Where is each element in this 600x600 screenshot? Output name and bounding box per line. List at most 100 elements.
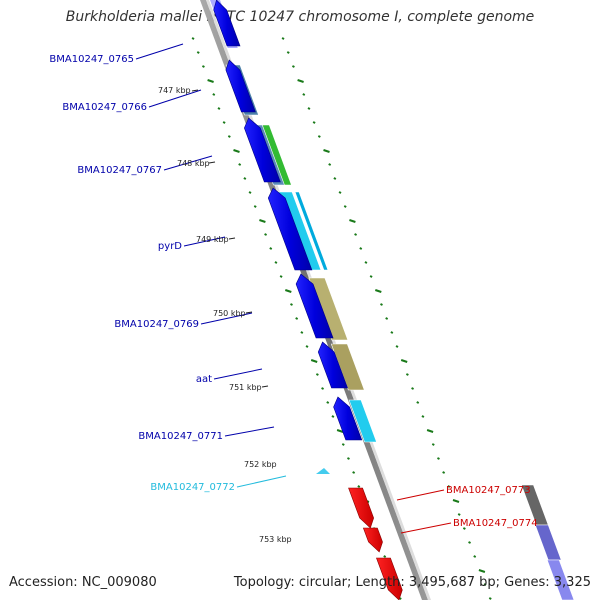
inner-tick-mark [284, 289, 292, 293]
inner-tick-mark [321, 387, 325, 390]
gene-label: BMA10247_0765 [49, 54, 134, 65]
outer-tick-mark [437, 457, 440, 460]
cog-block [546, 559, 575, 600]
outer-tick-mark [349, 219, 356, 223]
gene-label-leader [224, 426, 275, 437]
outer-tick-mark [291, 65, 295, 68]
map-title: Burkholderia mallei NCTC 10247 chromosom… [65, 9, 535, 25]
gene-label-layer: BMA10247_0765 BMA10247_0766 BMA10247_0767p… [49, 54, 537, 529]
outer-tick-mark [281, 37, 285, 40]
kbp-label: 751 kbp [229, 383, 262, 392]
forward-cds-arrow [333, 396, 363, 441]
outer-tick-mark [307, 107, 311, 110]
kbp-tick [261, 385, 269, 388]
outer-tick-mark [333, 177, 337, 180]
outer-tick-mark [323, 149, 330, 153]
inner-tick-mark [212, 93, 216, 96]
kbp-label: 750 kbp [213, 309, 246, 318]
outer-tick-mark [426, 429, 434, 433]
reverse-cds-arrow [376, 557, 403, 600]
kbp-label-layer: 747 kbp 748 kbp 749 kbp 750 kbp 751 kbp 752 k… [158, 86, 292, 544]
gene-label-leader [148, 89, 202, 108]
gene-label-leader [183, 236, 226, 247]
inner-tick-mark [305, 345, 309, 348]
forward-cds-arrow [225, 59, 256, 113]
outer-tick-mark [473, 555, 477, 558]
outer-tick-mark [390, 331, 394, 334]
outer-tick-mark [317, 135, 321, 138]
inner-tick-mark [264, 233, 268, 236]
inner-tick-mark [269, 247, 273, 250]
outer-tick-mark [483, 583, 487, 586]
inner-tick-mark [341, 443, 345, 446]
inner-tick-mark [295, 317, 299, 320]
forward-cds-arrow [244, 117, 281, 183]
inner-tick-mark [326, 401, 330, 404]
inner-tick-mark [243, 177, 247, 180]
kbp-label: 747 kbp [158, 86, 191, 95]
outer-tick-mark [286, 51, 290, 54]
inner-tick-mark [315, 373, 319, 376]
kbp-tick [245, 311, 253, 314]
inner-tick-mark [290, 303, 293, 306]
outer-tick-mark [447, 485, 451, 488]
inner-tick-mark [274, 261, 278, 264]
outer-tick-mark [374, 289, 382, 293]
inner-tick-mark [217, 107, 221, 110]
outer-tick-mark [359, 247, 363, 250]
kbp-tick [191, 89, 199, 92]
gene-label: BMA10247_0774 [453, 518, 538, 529]
inner-tick-mark [300, 331, 304, 334]
inner-tick-mark [357, 485, 361, 488]
gene-label-leader [163, 155, 213, 171]
outer-tick-mark [411, 387, 415, 390]
inner-tick-mark [259, 219, 266, 223]
inner-tick-mark [222, 121, 226, 124]
reverse-cds-arrow [348, 487, 374, 529]
outer-tick-mark [369, 275, 373, 278]
inner-tick-mark [347, 457, 350, 460]
inner-tick-mark [227, 135, 231, 138]
outer-tick-mark [400, 359, 408, 363]
outer-tick-mark [462, 527, 466, 530]
inner-tick-mark [336, 429, 344, 433]
outer-tick-mark [328, 163, 332, 166]
inner-tick-mark [191, 37, 195, 40]
outer-tick-mark [364, 261, 368, 264]
kbp-tick [228, 237, 236, 240]
kbp-label: 748 kbp [177, 159, 210, 168]
kbp-label: 752 kbp [244, 460, 277, 469]
gene-label: BMA10247_0769 [114, 319, 199, 330]
outer-tick-mark [416, 401, 420, 404]
gene-label-leader [236, 475, 287, 488]
outer-tick-mark [302, 93, 306, 96]
genome-summary-text: Topology: circular; Length: 3,495,687 bp… [233, 575, 591, 590]
inner-tick-mark [196, 51, 200, 54]
gene-label-leader [213, 368, 263, 380]
gene-label: pyrD [158, 241, 182, 252]
outer-tick-mark [452, 499, 460, 503]
reverse-cds-arrow [362, 527, 383, 553]
inner-tick-mark [352, 471, 356, 474]
accession-text: Accession: NC_009080 [9, 575, 157, 590]
outer-tick-mark [488, 597, 492, 600]
gene-label: BMA10247_0771 [138, 431, 223, 442]
outer-tick-mark [468, 541, 471, 544]
forward-cds-arrow [267, 187, 313, 271]
label-leader-layer [135, 43, 452, 534]
inner-tick-mark [238, 163, 242, 166]
tick-ring [191, 37, 492, 600]
gene-label: BMA10247_0767 [77, 165, 162, 176]
small-gene-marker [316, 468, 330, 474]
inner-tick-mark [310, 359, 318, 363]
gene-label-leader [396, 489, 445, 501]
outer-tick-mark [297, 79, 304, 83]
outer-tick-mark [312, 121, 316, 124]
outer-tick-mark [343, 205, 347, 208]
gene-label-leader [400, 522, 452, 534]
outer-tick-mark [380, 303, 383, 306]
inner-tick-mark [233, 149, 240, 153]
kbp-label: 753 kbp [259, 535, 292, 544]
outer-tick-mark [405, 373, 409, 376]
